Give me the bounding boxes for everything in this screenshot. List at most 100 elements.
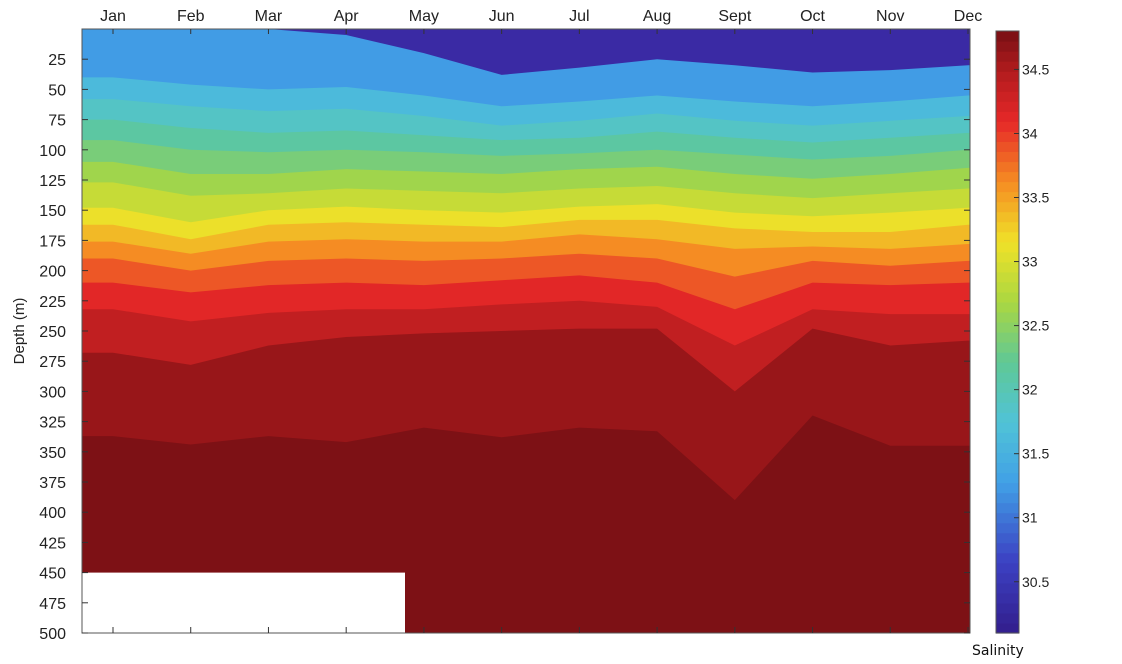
- colorbar: 30.5 31 31.5 32 32.5 33 33.5 34 34.5: [995, 30, 1049, 634]
- y-axis-title: Depth (m): [11, 298, 28, 365]
- colorbar-tick-label: 34: [1022, 125, 1038, 141]
- x-axis: Jan Feb Mar Apr May Jun Jul Aug Sept Oct Nov Dec: [100, 8, 982, 633]
- y-tick-label: 50: [48, 82, 66, 99]
- colorbar-swatch: [996, 31, 1019, 42]
- y-axis: 25 50 75 100 125 150 175 200 225 250 275 300 325 350 3…: [39, 52, 970, 643]
- colorbar-swatch: [996, 362, 1019, 373]
- colorbar-swatch: [996, 332, 1019, 343]
- colorbar-swatch: [996, 281, 1019, 293]
- colorbar-swatch: [996, 41, 1019, 52]
- y-tick-label: 125: [39, 173, 66, 190]
- x-tick-label: Mar: [255, 8, 283, 25]
- colorbar-swatch: [996, 81, 1019, 92]
- colorbar-swatch: [996, 612, 1019, 624]
- x-tick-label: Dec: [954, 8, 982, 25]
- colorbar-swatch: [996, 161, 1019, 173]
- colorbar-swatch: [996, 372, 1019, 383]
- colorbar-swatch: [996, 71, 1019, 82]
- y-tick-label: 150: [39, 203, 66, 220]
- colorbar-swatch: [996, 201, 1019, 213]
- colorbar-tick-label: 32: [1022, 382, 1038, 398]
- colorbar-swatch: [996, 602, 1019, 614]
- colorbar-swatch: [996, 321, 1019, 333]
- colorbar-frame: [995, 30, 1020, 634]
- x-tick-label: Jul: [569, 8, 589, 25]
- colorbar-swatch: [996, 251, 1019, 263]
- colorbar-swatch: [996, 592, 1019, 604]
- colorbar-tick-label: 30.5: [1022, 574, 1049, 590]
- colorbar-swatch: [996, 61, 1019, 72]
- colorbar-swatch: [996, 51, 1019, 62]
- x-tick-label: Nov: [876, 8, 904, 25]
- colorbar-swatch: [996, 211, 1019, 223]
- y-tick-label: 425: [39, 535, 66, 552]
- x-tick-label: Jan: [100, 8, 126, 25]
- colorbar-swatch: [996, 512, 1019, 524]
- y-tick-label: 450: [39, 566, 66, 583]
- colorbar-swatch: [996, 402, 1019, 413]
- y-tick-label: 100: [39, 143, 66, 160]
- colorbar-swatch: [996, 532, 1019, 544]
- y-tick-label: 300: [39, 384, 66, 401]
- colorbar-swatch: [996, 181, 1019, 193]
- colorbar-swatch: [996, 392, 1019, 403]
- y-tick-label: 250: [39, 324, 66, 341]
- y-tick-label: 175: [39, 233, 66, 250]
- colorbar-swatch: [996, 171, 1019, 183]
- colorbar-swatch: [996, 342, 1019, 353]
- colorbar-tick-label: 31.5: [1022, 446, 1049, 462]
- colorbar-swatch: [996, 522, 1019, 534]
- x-tick-label: Aug: [643, 8, 671, 25]
- x-tick-label: May: [409, 8, 439, 25]
- colorbar-swatch: [996, 422, 1019, 433]
- x-tick-label: Apr: [334, 8, 360, 25]
- colorbar-swatch: [996, 231, 1019, 243]
- colorbar-swatch: [996, 291, 1019, 303]
- colorbar-swatch: [996, 221, 1019, 233]
- y-tick-label: 75: [48, 113, 66, 130]
- y-tick-label: 500: [39, 626, 66, 643]
- colorbar-swatch: [996, 412, 1019, 423]
- colorbar-swatch: [996, 141, 1019, 152]
- y-tick-label: 200: [39, 264, 66, 281]
- y-tick-label: 225: [39, 294, 66, 311]
- colorbar-swatch: [996, 502, 1019, 514]
- colorbar-swatch: [996, 542, 1019, 554]
- colorbar-swatch: [996, 482, 1019, 494]
- colorbar-swatch: [996, 562, 1019, 574]
- colorbar-swatch: [996, 191, 1019, 203]
- colorbar-swatch: [996, 472, 1019, 484]
- x-tick-label: Jun: [489, 8, 515, 25]
- contour-bands: [82, 29, 970, 633]
- colorbar-swatch: [996, 552, 1019, 564]
- colorbar-swatch: [996, 271, 1019, 283]
- colorbar-swatch: [996, 241, 1019, 253]
- colorbar-swatch: [996, 301, 1019, 313]
- colorbar-swatch: [996, 572, 1019, 584]
- colorbar-swatch: [996, 582, 1019, 594]
- y-tick-label: 375: [39, 475, 66, 492]
- colorbar-tick-label: 31: [1022, 510, 1038, 526]
- y-tick-label: 350: [39, 445, 66, 462]
- colorbar-swatch: [996, 452, 1019, 464]
- colorbar-swatch: [996, 121, 1019, 132]
- colorbar-swatch: [996, 382, 1019, 393]
- y-tick-label: 475: [39, 596, 66, 613]
- y-tick-label: 325: [39, 415, 66, 432]
- colorbar-swatch: [996, 151, 1019, 163]
- colorbar-tick-label: 32.5: [1022, 318, 1049, 334]
- colorbar-swatch: [996, 622, 1019, 634]
- y-tick-label: 400: [39, 505, 66, 522]
- colorbar-swatch: [996, 131, 1019, 142]
- colorbar-swatch: [996, 492, 1019, 504]
- y-tick-label: 25: [48, 52, 66, 69]
- x-tick-label: Sept: [718, 8, 751, 25]
- colorbar-title: Salinity: [972, 643, 1024, 659]
- x-tick-label: Feb: [177, 8, 205, 25]
- colorbar-swatch: [996, 352, 1019, 363]
- colorbar-swatch: [996, 311, 1019, 323]
- y-tick-label: 275: [39, 354, 66, 371]
- colorbar-tick-label: 33: [1022, 254, 1038, 270]
- colorbar-swatch: [996, 91, 1019, 102]
